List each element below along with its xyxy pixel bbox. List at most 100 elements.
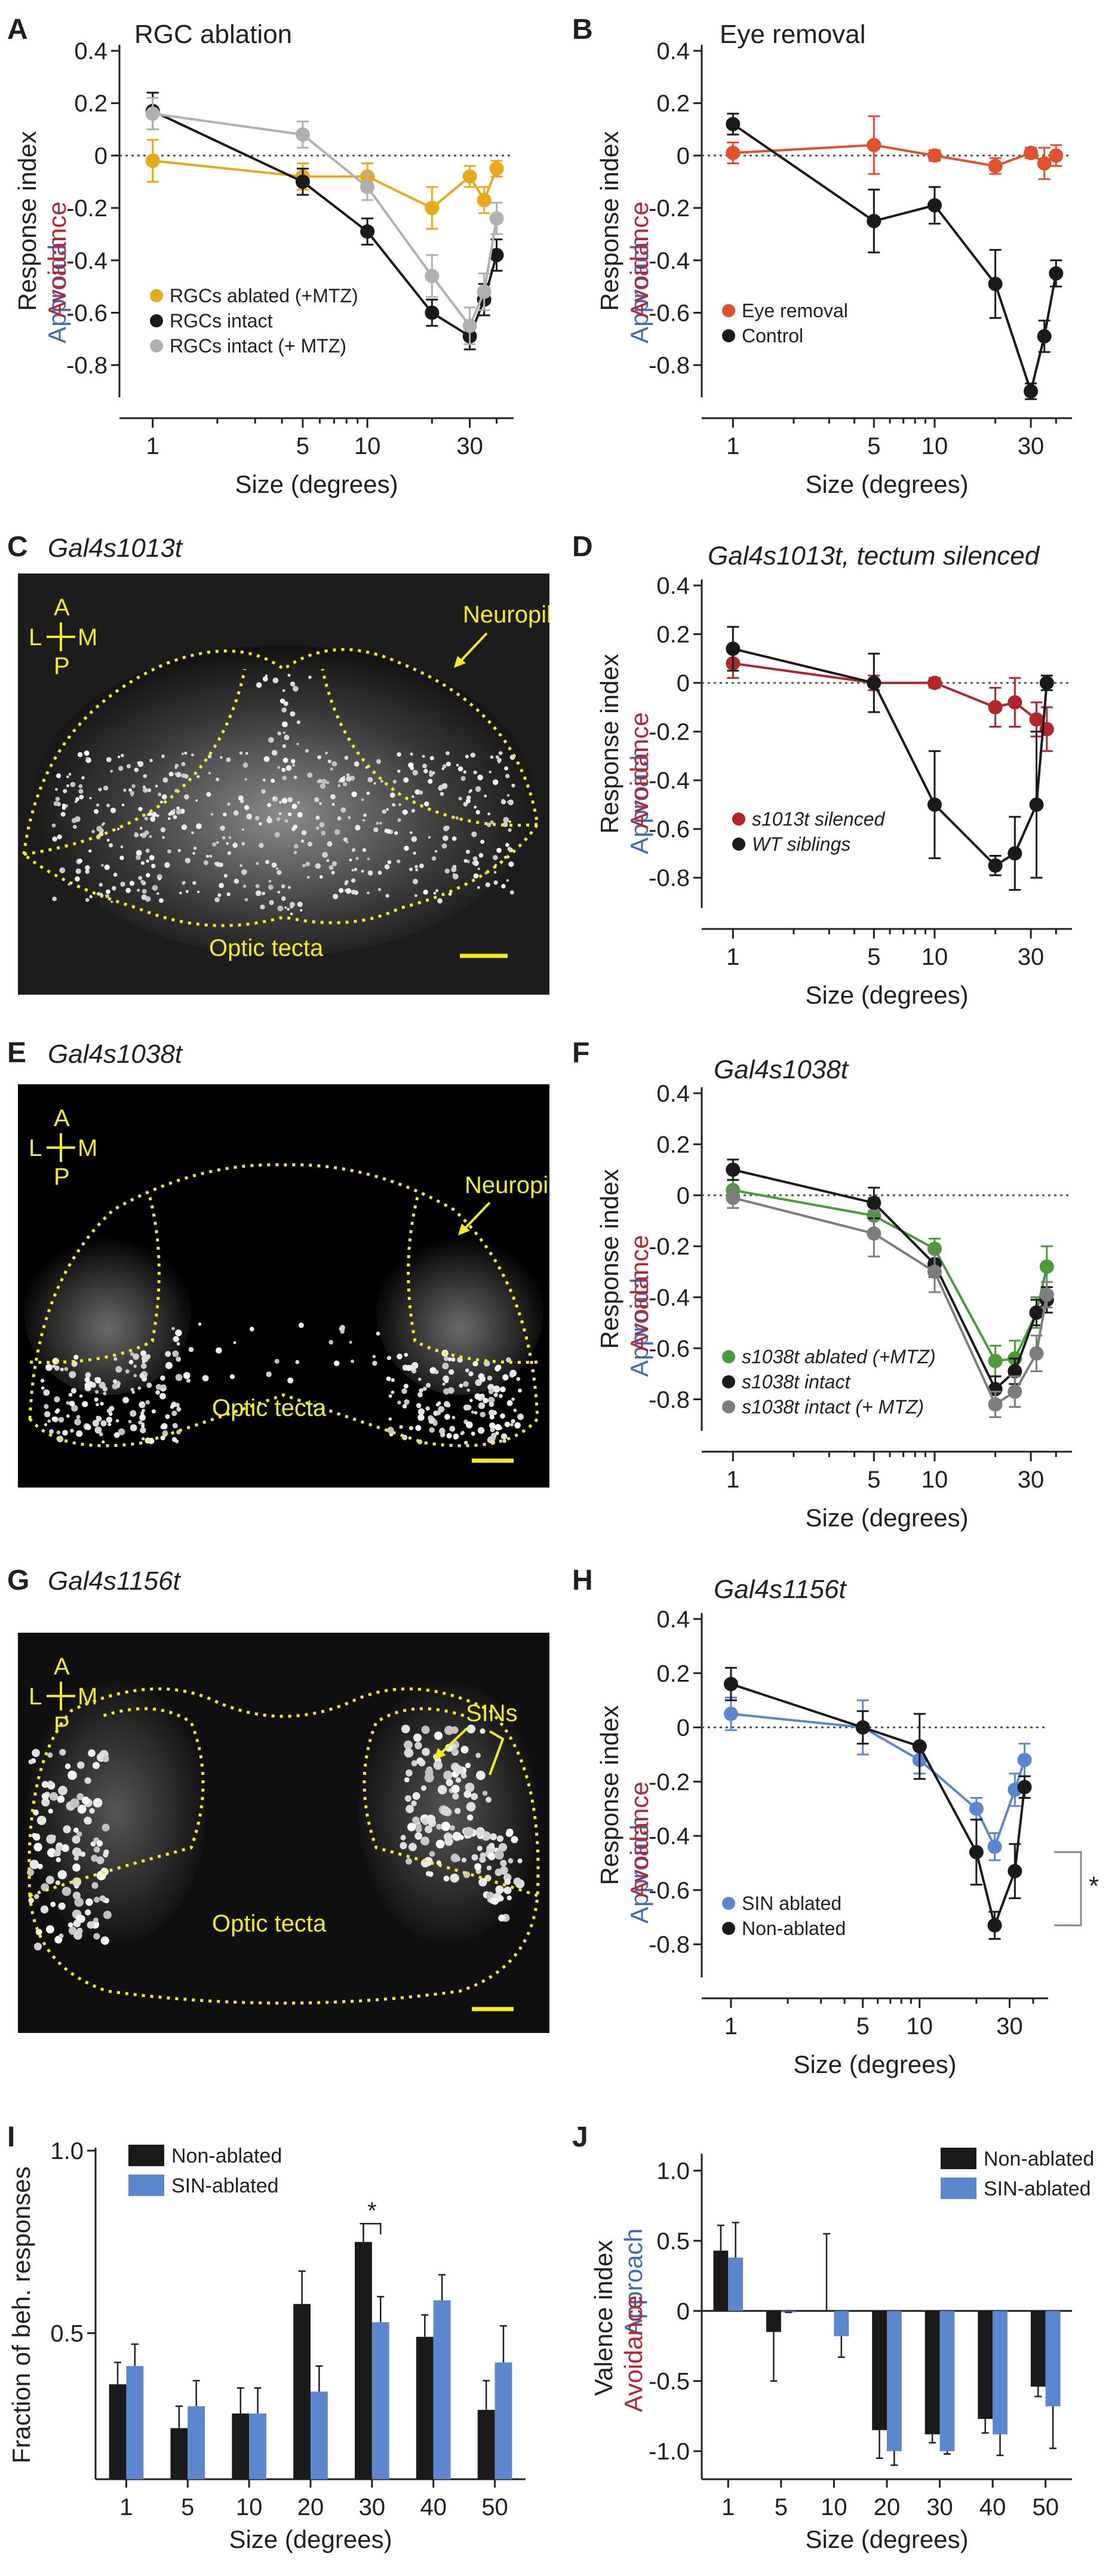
cell-body	[155, 784, 158, 788]
cell-body	[274, 1358, 279, 1364]
cell-body	[397, 769, 401, 773]
cell-body	[134, 768, 139, 772]
legend-label: Non-ablated	[742, 1918, 846, 1939]
y-tick-label: 0.2	[656, 1131, 690, 1158]
cell-body	[55, 796, 60, 802]
optic-tecta-label: Optic tecta	[212, 1910, 327, 1937]
bar	[433, 2300, 451, 2479]
legend-marker	[732, 812, 745, 826]
cell-body	[465, 1783, 475, 1792]
cell-body	[328, 1340, 334, 1345]
cell-body	[109, 843, 113, 848]
cell-body	[142, 1437, 145, 1441]
cell-body	[344, 889, 348, 892]
data-point	[969, 1801, 984, 1816]
y-tick-label: 0.4	[656, 38, 690, 65]
data-point	[1024, 146, 1039, 160]
cell-body	[435, 889, 439, 893]
panel-label-H: H	[572, 1565, 593, 1596]
cell-body	[193, 847, 197, 850]
cell-body	[400, 1842, 407, 1850]
panel-label-J: J	[572, 2121, 588, 2153]
cell-body	[281, 707, 287, 713]
cell-body	[327, 759, 331, 763]
cell-body	[473, 873, 479, 879]
cell-body	[498, 1914, 505, 1922]
cell-body	[471, 831, 477, 838]
avoidance-label: Avoidance	[625, 712, 653, 829]
cell-body	[327, 841, 333, 847]
cell-body	[78, 858, 82, 863]
cell-body	[428, 1418, 434, 1424]
cell-body	[351, 878, 356, 883]
y-tick-label: -0.2	[66, 195, 107, 222]
tecta-outline	[28, 1163, 539, 1448]
cell-body	[48, 1780, 53, 1786]
cell-body	[62, 1430, 68, 1436]
cell-body	[437, 898, 443, 904]
cell-body	[434, 1369, 439, 1375]
data-point	[145, 106, 160, 121]
cell-body	[26, 1869, 35, 1876]
data-point	[726, 116, 741, 131]
cell-body	[49, 1792, 59, 1801]
data-point	[867, 214, 881, 228]
legend-marker	[722, 1922, 735, 1935]
y-tick-label: -0.2	[649, 719, 690, 746]
cell-body	[234, 878, 239, 884]
cell-body	[388, 1394, 392, 1398]
cell-body	[465, 755, 469, 759]
cell-body	[256, 861, 259, 865]
x-axis-label: Size (degrees)	[235, 470, 398, 498]
cell-body	[480, 839, 485, 844]
cell-body	[511, 1836, 518, 1844]
cell-body	[176, 771, 182, 778]
cell-body	[28, 1759, 33, 1765]
cell-body	[489, 1409, 495, 1416]
data-point	[1008, 1364, 1022, 1379]
cell-body	[408, 1842, 417, 1851]
x-tick-label: 50	[1032, 2494, 1059, 2520]
cell-body	[144, 817, 148, 821]
cell-body	[459, 1835, 464, 1840]
cell-body	[423, 890, 428, 895]
cell-body	[440, 792, 444, 796]
cell-body	[249, 1327, 254, 1332]
cell-body	[271, 778, 275, 783]
cell-body	[404, 1748, 414, 1758]
cell-body	[401, 1388, 407, 1394]
cell-body	[93, 1762, 100, 1770]
cell-body	[195, 799, 198, 802]
cell-body	[386, 808, 389, 811]
x-tick-label: 30	[1018, 433, 1045, 459]
y-tick-label: -0.8	[649, 1387, 690, 1413]
cell-body	[474, 1393, 481, 1400]
data-point	[987, 1839, 1002, 1854]
cell-body	[102, 1755, 109, 1762]
cell-body	[89, 796, 92, 800]
cell-body	[419, 863, 424, 869]
cell-body	[443, 835, 449, 841]
cell-body	[284, 734, 290, 740]
cell-body	[397, 752, 401, 757]
cell-body	[96, 1403, 99, 1406]
cell-body	[466, 1404, 472, 1410]
cell-body	[85, 1424, 91, 1430]
cell-body	[458, 796, 462, 801]
cell-body	[331, 803, 335, 806]
cell-body	[56, 773, 62, 778]
x-axis-label: Size (degrees)	[805, 470, 968, 498]
cell-body	[173, 815, 177, 820]
cell-body	[282, 775, 287, 781]
cell-body	[95, 1390, 99, 1394]
legend-marker	[722, 304, 735, 317]
cell-body	[208, 771, 211, 775]
data-point	[988, 700, 1003, 714]
cell-body	[362, 848, 367, 852]
cell-body	[461, 1857, 467, 1863]
cell-body	[321, 778, 327, 784]
y-tick-label: 0.2	[74, 91, 107, 117]
cell-body	[141, 1422, 145, 1426]
cell-body	[168, 771, 174, 777]
cell-body	[372, 1360, 377, 1366]
